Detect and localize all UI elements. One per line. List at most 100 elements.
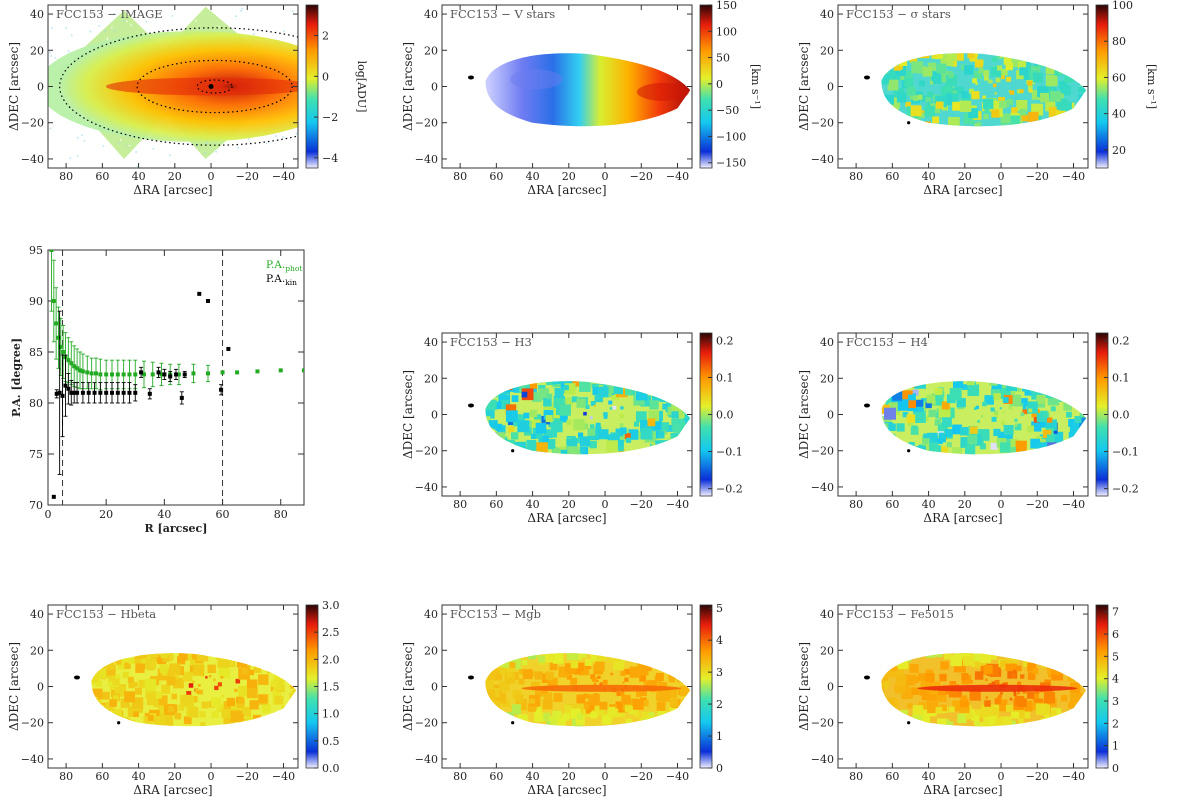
voronoi-bin <box>1003 682 1008 687</box>
map-content <box>863 53 1087 127</box>
voronoi-bin <box>576 398 586 408</box>
voronoi-bin <box>178 653 188 661</box>
panel-title: FCC153 − IMAGE <box>56 7 163 21</box>
voronoi-bin <box>971 91 980 100</box>
colorbar-tick-label: 2 <box>322 30 329 43</box>
voronoi-bin <box>590 653 601 663</box>
voronoi-bin <box>918 53 930 59</box>
x-tick-label: 80 <box>453 770 467 783</box>
voronoi-bin <box>529 381 538 389</box>
voronoi-bin <box>1027 80 1033 86</box>
image-noise <box>62 9 64 11</box>
voronoi-bin <box>1012 712 1019 719</box>
voronoi-bin <box>566 674 572 680</box>
voronoi-bin <box>941 104 949 111</box>
voronoi-bin <box>1051 668 1064 681</box>
voronoi-bin <box>626 437 632 443</box>
voronoi-bin <box>486 710 495 720</box>
image-noise <box>279 13 281 16</box>
voronoi-bin <box>486 712 496 721</box>
voronoi-bin <box>1069 114 1077 122</box>
y-tick-label: −40 <box>415 481 438 494</box>
voronoi-bin <box>888 97 900 109</box>
y-tick-label: 0 <box>827 409 834 422</box>
voronoi-bin <box>927 91 934 98</box>
voronoi-bin <box>886 114 896 124</box>
voronoi-bin <box>970 426 978 434</box>
voronoi-bin <box>963 112 976 125</box>
image-noise <box>171 15 174 17</box>
colorbar-tick-label: 0 <box>322 70 329 83</box>
voronoi-bin <box>1015 385 1021 392</box>
voronoi-bin <box>683 381 690 388</box>
voronoi-bin <box>663 385 670 392</box>
voronoi-bin <box>663 445 676 455</box>
x-axis-label: R [arcsec] <box>145 522 208 535</box>
voronoi-bin <box>1027 672 1036 680</box>
legend-sub: kin <box>285 278 297 287</box>
voronoi-bin <box>973 70 982 80</box>
voronoi-bin <box>648 381 658 389</box>
voronoi-bin <box>633 421 640 427</box>
voronoi-bin <box>1048 106 1060 118</box>
voronoi-bin <box>936 718 947 727</box>
voronoi-bin <box>629 705 638 715</box>
voronoi-bin <box>102 720 109 726</box>
y-axis-label: ΔDEC [arcsec] <box>401 642 415 731</box>
voronoi-bin <box>269 720 281 727</box>
voronoi-bin <box>989 100 1001 112</box>
voronoi-bin <box>550 430 558 438</box>
voronoi-bin <box>1078 444 1087 453</box>
panel-title: FCC153 − σ stars <box>846 7 951 21</box>
voronoi-bin <box>940 86 953 99</box>
voronoi-bin <box>1014 695 1025 706</box>
data-point-phot <box>98 372 103 377</box>
x-tick-label: 0 <box>208 770 215 783</box>
voronoi-bin <box>941 412 950 420</box>
voronoi-bin <box>1027 425 1035 433</box>
receding-lobe <box>637 82 690 101</box>
voronoi-bin <box>1043 413 1049 419</box>
voronoi-bin <box>198 689 204 695</box>
voronoi-bin <box>585 701 598 714</box>
voronoi-bin <box>1055 110 1066 121</box>
voronoi-bin <box>531 681 540 691</box>
voronoi-bin <box>1046 653 1058 664</box>
voronoi-bin <box>485 659 494 671</box>
voronoi-bin <box>594 393 603 403</box>
x-axis-label: ΔRA [arcsec] <box>133 783 212 797</box>
voronoi-bin <box>1009 661 1017 670</box>
voronoi-bin <box>1037 654 1044 660</box>
voronoi-bin <box>588 428 596 436</box>
voronoi-bin <box>294 689 297 695</box>
voronoi-bin <box>1072 653 1084 656</box>
voronoi-bin <box>256 653 269 662</box>
voronoi-bin <box>108 674 116 682</box>
voronoi-bin <box>978 67 984 74</box>
voronoi-bin <box>627 381 637 387</box>
voronoi-bin <box>980 443 986 450</box>
voronoi-bin <box>925 401 932 409</box>
voronoi-bin <box>506 671 513 678</box>
colorbar-tick-label: 1 <box>716 730 723 743</box>
voronoi-bin <box>526 439 537 450</box>
image-noise <box>120 162 123 164</box>
data-point-phot <box>255 369 260 374</box>
voronoi-bin <box>620 406 624 410</box>
voronoi-bin <box>999 53 1007 58</box>
voronoi-bin <box>952 700 964 712</box>
image-noise <box>126 20 128 23</box>
data-point-kin <box>69 390 74 395</box>
voronoi-bin <box>663 663 671 671</box>
voronoi-bin <box>515 694 524 703</box>
voronoi-bin <box>900 120 909 127</box>
voronoi-bin <box>290 656 297 664</box>
voronoi-bin <box>1082 123 1087 127</box>
voronoi-bin <box>91 659 100 668</box>
voronoi-bin <box>132 681 138 687</box>
voronoi-bin <box>993 413 999 418</box>
voronoi-bin <box>545 439 556 450</box>
voronoi-bin <box>543 410 554 420</box>
voronoi-bin <box>542 435 549 443</box>
